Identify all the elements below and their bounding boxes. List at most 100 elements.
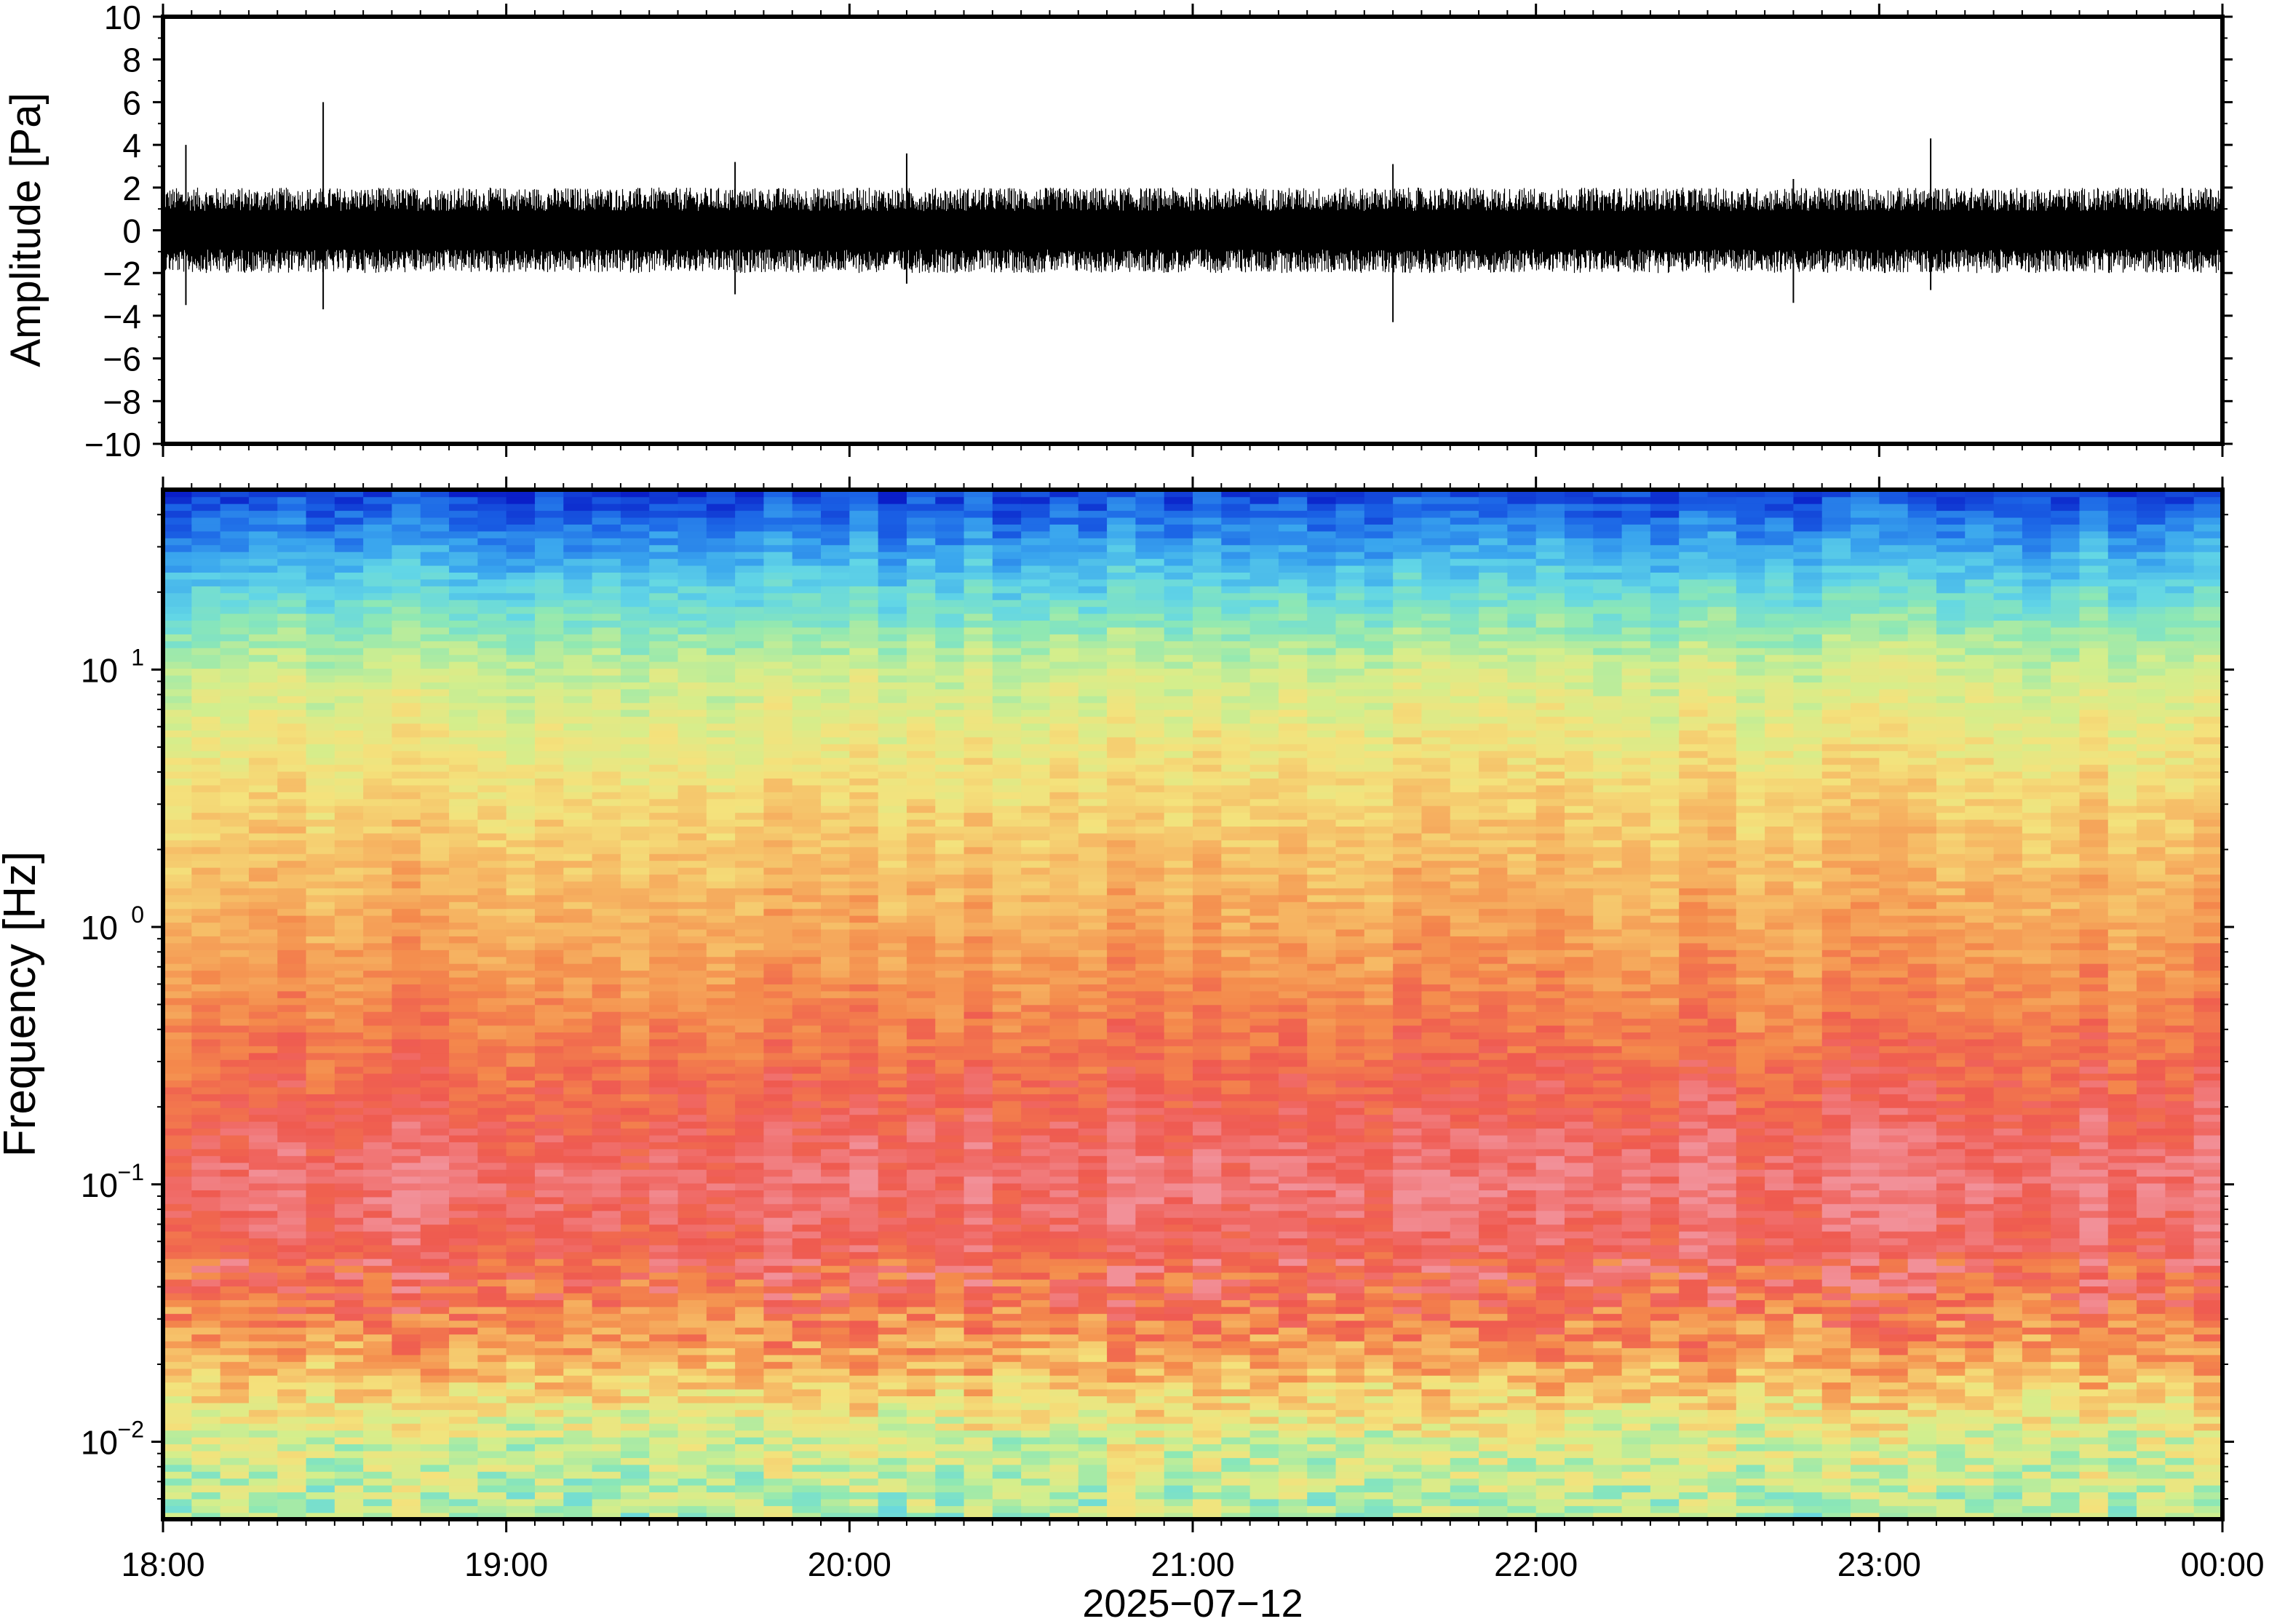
- spectrogram-cell: [878, 1278, 907, 1287]
- spectrogram-cell: [1564, 1436, 1594, 1445]
- spectrogram-cell: [2079, 1464, 2109, 1472]
- spectrogram-cell: [1879, 1306, 1909, 1314]
- spectrogram-cell: [1707, 1210, 1737, 1218]
- spectrogram-cell: [792, 1492, 822, 1500]
- spectrogram-cell: [2107, 1368, 2137, 1376]
- spectrogram-cell: [1736, 1422, 1765, 1431]
- spectrogram-cell: [1021, 1203, 1051, 1211]
- spectrogram-cell: [906, 1492, 937, 1500]
- spectrogram-cell: [1821, 1080, 1851, 1088]
- spectrogram-cell: [1078, 1148, 1108, 1156]
- spectrogram-cell: [1765, 1498, 1795, 1506]
- spectrogram-cell: [1593, 1361, 1623, 1369]
- spectrogram-cell: [1707, 1492, 1737, 1500]
- spectrogram-cell: [1535, 1348, 1565, 1356]
- spectrogram-cell: [1393, 1340, 1423, 1348]
- spectrogram-cell: [334, 1286, 364, 1294]
- spectrogram-cell: [849, 1121, 879, 1129]
- spectrogram-cell: [1793, 1176, 1823, 1184]
- spectrogram-cell: [392, 1416, 421, 1424]
- spectrogram-cell: [2079, 1505, 2109, 1513]
- spectrogram-cell: [1249, 1080, 1279, 1088]
- spectrogram-cell: [677, 1114, 707, 1122]
- spectrogram-cell: [963, 1278, 993, 1287]
- spectrogram-cell: [334, 1334, 364, 1342]
- spectrogram-cell: [392, 1190, 421, 1198]
- spectrogram-cell: [620, 1348, 650, 1356]
- spectrogram-cell: [906, 1430, 937, 1438]
- spectrogram-cell: [1249, 1430, 1279, 1438]
- spectrogram-cell: [563, 1313, 593, 1321]
- spectrogram-cell: [1193, 1134, 1223, 1142]
- spectrogram-cell: [935, 1292, 965, 1300]
- spectrogram-cell: [649, 1238, 679, 1246]
- spectrogram-cell: [792, 1382, 822, 1390]
- spectrogram-cell: [1278, 1196, 1308, 1204]
- spectrogram-cell: [735, 1409, 765, 1417]
- spectrogram-cell: [935, 1100, 965, 1108]
- spectrogram-cell: [992, 1470, 1022, 1479]
- spectrogram-cell: [420, 1416, 450, 1424]
- spectrogram-cell: [1450, 1148, 1479, 1156]
- spectrogram-cell: [248, 1354, 279, 1362]
- spectrogram-cell: [163, 1498, 193, 1506]
- spectrogram-cell: [1736, 1382, 1765, 1390]
- spectrogram-cell: [1593, 1224, 1623, 1232]
- spectrogram-cell: [1307, 1265, 1337, 1273]
- spectrogram-cell: [1479, 1340, 1509, 1348]
- spectrogram-cell: [1965, 1210, 1995, 1218]
- spectrogram-cell: [220, 1484, 250, 1493]
- spectrogram-cell: [1335, 1388, 1365, 1396]
- spectrogram-cell: [392, 1436, 421, 1445]
- spectrogram-cell: [1765, 1354, 1795, 1362]
- spectrogram-cell: [220, 1224, 250, 1232]
- spectrogram-cell: [1479, 1182, 1509, 1190]
- spectrogram-cell: [334, 1176, 364, 1184]
- spectrogram-cell: [1593, 1155, 1623, 1163]
- spectrogram-cell: [1907, 1498, 1937, 1506]
- spectrogram-cell: [1793, 1512, 1823, 1520]
- spectrogram-cell: [334, 1498, 364, 1506]
- spectrogram-cell: [906, 1416, 937, 1424]
- spectrogram-cell: [1679, 1176, 1709, 1184]
- spectrogram-cell: [792, 1086, 822, 1094]
- spectrogram-cell: [792, 1286, 822, 1294]
- spectrogram-cell: [2107, 1286, 2137, 1294]
- spectrogram-cell: [1479, 1396, 1509, 1404]
- spectrogram-cell: [1307, 1505, 1337, 1513]
- spectrogram-cell: [649, 1176, 679, 1184]
- spectrogram-cell: [420, 1251, 450, 1259]
- spectrogram-cell: [878, 1251, 907, 1259]
- spectrogram-cell: [1164, 1478, 1193, 1486]
- spectrogram-cell: [677, 1470, 707, 1479]
- spectrogram-cell: [534, 1436, 565, 1445]
- spectrogram-cell: [821, 1169, 851, 1177]
- spectrogram-cell: [392, 1196, 421, 1204]
- spectrogram-cell: [706, 1470, 736, 1479]
- spectrogram-cell: [1535, 1121, 1565, 1129]
- spectrogram-cell: [477, 1169, 507, 1177]
- spectrogram-cell: [1307, 1396, 1337, 1404]
- spectrogram-cell: [334, 1196, 364, 1204]
- spectrogram-cell: [821, 1512, 851, 1520]
- spectrogram-cell: [2137, 1128, 2166, 1136]
- spectrogram-cell: [248, 1505, 279, 1513]
- spectrogram-cell: [592, 1121, 621, 1129]
- spectrogram-cell: [1249, 1238, 1279, 1246]
- spectrogram-cell: [592, 1251, 621, 1259]
- spectrogram-cell: [1164, 1416, 1193, 1424]
- spectrogram-cell: [1736, 1094, 1765, 1102]
- spectrogram-cell: [1107, 1326, 1137, 1335]
- spectrogram-cell: [821, 1498, 851, 1506]
- spectrogram-cell: [1479, 1374, 1509, 1383]
- spectrogram-cell: [1393, 1244, 1423, 1252]
- spectrogram-cell: [334, 1484, 364, 1493]
- spectrogram-cell: [992, 1409, 1022, 1417]
- spectrogram-cell: [620, 1416, 650, 1424]
- spectrogram-cell: [363, 1190, 393, 1198]
- spectrogram-cell: [1936, 1238, 1966, 1246]
- spectrogram-cell: [1707, 1278, 1737, 1287]
- spectrogram-cell: [1621, 1121, 1651, 1129]
- spectrogram-cell: [1993, 1334, 2023, 1342]
- spectrogram-cell: [1335, 1121, 1365, 1129]
